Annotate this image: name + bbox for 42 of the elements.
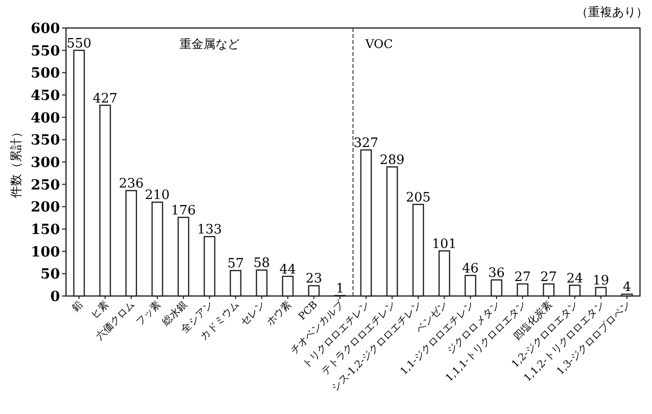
data-label: 19 <box>592 274 610 289</box>
data-label: 44 <box>280 262 296 278</box>
data-label: 36 <box>488 266 505 281</box>
data-label: 27 <box>540 270 557 285</box>
x-tick-label: 鉛 <box>70 299 86 314</box>
y-tick-label: 100 <box>30 244 60 260</box>
text: （重複あり） <box>576 5 648 19</box>
y-axis-title: 件数（累計） <box>9 126 23 198</box>
data-label: 57 <box>227 256 244 272</box>
data-label: 205 <box>406 190 431 206</box>
data-label: 1 <box>336 282 344 297</box>
data-label: 101 <box>432 236 457 252</box>
y-tick-label: 400 <box>30 110 60 126</box>
data-label: 550 <box>66 36 92 52</box>
y-tick-label: 200 <box>30 200 60 216</box>
data-label: 27 <box>514 270 531 285</box>
y-tick-label: 50 <box>40 266 60 283</box>
data-label: 289 <box>380 152 405 168</box>
y-tick-label: 350 <box>30 132 60 149</box>
data-label: 427 <box>92 91 118 106</box>
data-label: 23 <box>306 272 322 287</box>
y-tick-label: 600 <box>30 21 60 37</box>
data-label: 24 <box>566 271 584 286</box>
annotation: VOC <box>364 37 393 51</box>
y-tick-label: 300 <box>30 155 60 171</box>
y-tick-label: 450 <box>30 88 60 104</box>
annotation: 重金属など <box>180 37 240 51</box>
data-label: 327 <box>354 136 378 151</box>
y-tick-label: 150 <box>30 222 60 238</box>
data-label: 58 <box>253 256 270 272</box>
data-label: 236 <box>118 176 144 192</box>
data-label: 4 <box>622 280 632 296</box>
data-label: 133 <box>197 222 222 238</box>
x-tick-label: ヒ素 <box>88 298 112 322</box>
data-label: 176 <box>170 203 196 218</box>
data-label: 46 <box>462 261 479 276</box>
y-tick-label: 0 <box>50 289 60 305</box>
y-tick-label: 250 <box>30 177 60 194</box>
x-tick-label: フッ素 <box>134 298 164 328</box>
y-tick-label: 550 <box>30 43 60 60</box>
y-tick-label: 500 <box>30 66 60 82</box>
data-label: 210 <box>144 188 170 204</box>
